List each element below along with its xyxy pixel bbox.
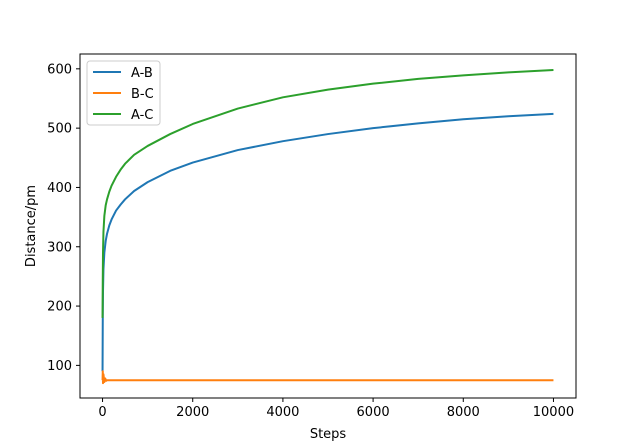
x-tick-label: 0 — [98, 405, 106, 420]
series-line-a-c — [101, 69, 554, 318]
x-tick-label: 2000 — [176, 405, 209, 420]
x-tick-label: 10000 — [533, 405, 574, 420]
ticks-layer: 0 2000 4000 6000 8000 10000 100 200 300 400 500 600 — [47, 62, 574, 420]
y-tick-label: 200 — [47, 300, 72, 315]
legend-label-b-c: B-C — [131, 87, 154, 102]
x-tick-label: 4000 — [266, 405, 299, 420]
legend-label-a-c: A-C — [131, 108, 153, 123]
y-tick-label: 100 — [47, 359, 72, 374]
series-line-a-b — [101, 112, 554, 372]
legend-label-a-b: A-B — [131, 66, 153, 81]
y-tick-label: 400 — [47, 181, 72, 196]
y-tick-label: 600 — [47, 62, 72, 77]
y-tick-label: 500 — [47, 122, 72, 137]
legend-box — [86, 60, 161, 126]
plot-frame — [79, 53, 577, 399]
x-axis-label: Steps — [310, 427, 347, 442]
series-layer — [101, 69, 554, 385]
x-tick-label: 8000 — [447, 405, 480, 420]
x-tick-label: 6000 — [357, 405, 390, 420]
series-line-b-c — [101, 370, 554, 385]
y-axis-label: Distance/pm — [24, 185, 39, 267]
legend: A-B B-C A-C — [86, 60, 161, 126]
y-tick-label: 300 — [47, 240, 72, 255]
